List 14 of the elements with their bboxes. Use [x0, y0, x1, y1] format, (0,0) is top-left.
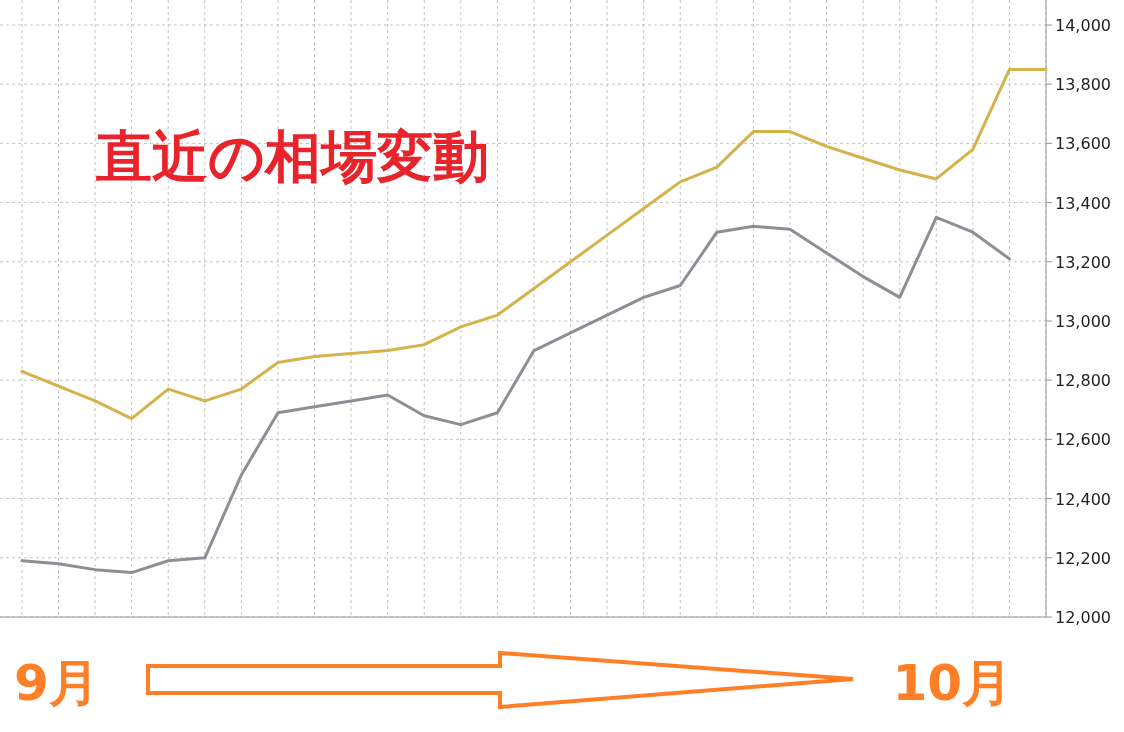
ytick: 12,200	[1055, 548, 1111, 568]
ytick: 13,800	[1055, 75, 1111, 95]
ytick: 13,400	[1055, 193, 1111, 213]
ytick: 12,400	[1055, 489, 1111, 509]
ytick: 13,200	[1055, 252, 1111, 272]
ytick: 14,000	[1055, 16, 1111, 35]
title: 直近の相場変動	[96, 124, 489, 189]
ytick: 12,800	[1055, 371, 1111, 391]
annotation: 9月	[14, 654, 99, 712]
ytick: 13,600	[1055, 134, 1111, 154]
ytick: 12,600	[1055, 430, 1111, 450]
ytick: 12,000	[1055, 608, 1111, 627]
annotation: 10月	[892, 654, 1012, 712]
ytick: 13,000	[1055, 312, 1111, 331]
